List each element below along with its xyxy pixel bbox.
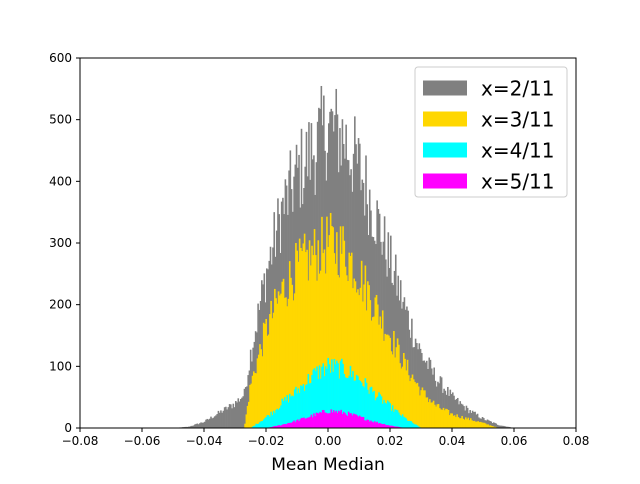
legend-label: x=5/11: [481, 170, 555, 194]
y-tick-label: 0: [64, 421, 72, 435]
y-tick-label: 600: [49, 51, 72, 65]
x-tick-label: −0.06: [124, 434, 161, 448]
x-tick-label: 0.02: [377, 434, 404, 448]
y-tick-label: 200: [49, 298, 72, 312]
legend-swatch: [423, 81, 467, 96]
legend-label: x=3/11: [481, 108, 555, 132]
x-tick-label: −0.04: [186, 434, 223, 448]
legend-swatch: [423, 143, 467, 158]
y-tick-label: 500: [49, 113, 72, 127]
x-tick-label: 0.04: [439, 434, 466, 448]
x-tick-label: −0.02: [248, 434, 285, 448]
legend-swatch: [423, 112, 467, 127]
x-tick-label: 0.00: [315, 434, 342, 448]
x-axis-title: Mean Median: [271, 455, 385, 475]
y-tick-label: 100: [49, 359, 72, 373]
legend-label: x=2/11: [481, 77, 555, 101]
legend: x=2/11 x=3/11 x=4/11 x=5/11: [415, 67, 567, 197]
x-tick-label: 0.08: [563, 434, 590, 448]
legend-label: x=4/11: [481, 139, 555, 163]
x-tick-label: −0.08: [62, 434, 99, 448]
x-tick-label: 0.06: [501, 434, 528, 448]
legend-swatch: [423, 174, 467, 189]
y-tick-label: 300: [49, 236, 72, 250]
y-tick-label: 400: [49, 174, 72, 188]
